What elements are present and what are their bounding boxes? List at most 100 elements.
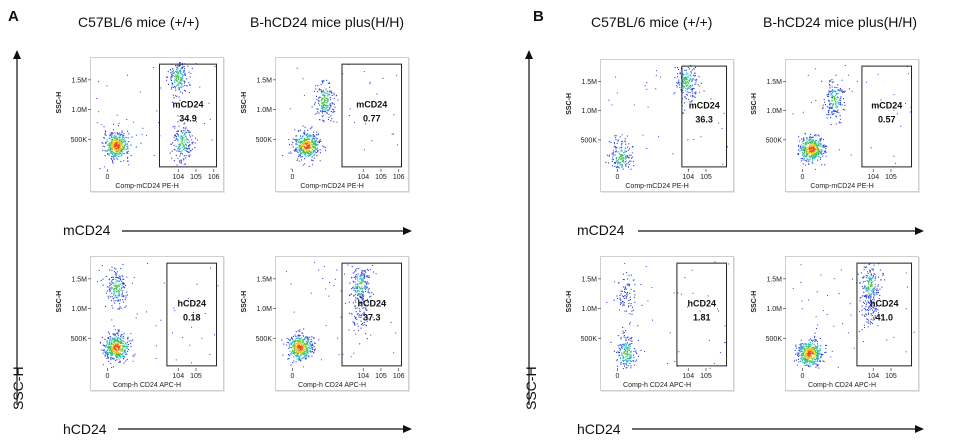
event-point [308,144,310,146]
event-point [294,355,296,357]
event-point [373,271,375,273]
event-point [819,143,821,145]
event-point [876,293,878,295]
event-point [308,134,310,136]
event-point [353,276,355,278]
event-point [622,352,624,354]
event-point [691,88,693,90]
event-point [322,97,324,99]
event-point [798,353,800,355]
event-point [112,157,114,159]
event-point [872,289,874,291]
event-point [623,286,625,288]
event-point [316,131,318,133]
event-point [814,345,816,347]
col-title-a-hcd24: B-hCD24 mice plus(H/H) [250,14,405,30]
event-point [803,139,805,141]
event-point [714,261,716,263]
event-point [863,266,865,268]
event-point [359,275,361,277]
event-point [803,348,805,350]
event-point [809,345,811,347]
event-point [366,283,368,285]
event-point [324,101,326,103]
event-point [303,148,305,150]
event-point [122,278,124,280]
event-point [299,356,301,358]
event-point [621,160,623,162]
event-point [875,292,877,294]
event-point [800,344,802,346]
event-point [358,330,360,332]
event-point [113,341,115,343]
event-point [619,297,621,299]
event-point [640,284,642,285]
event-point [645,266,647,268]
event-point [321,112,323,114]
event-point [684,69,686,71]
event-point [111,139,113,141]
event-point [865,266,867,268]
event-point [119,140,121,142]
event-point [836,98,838,100]
event-point [872,305,874,307]
event-point [321,110,323,112]
event-point [688,85,690,87]
x-tick-label: 104 [357,174,369,181]
event-point [690,74,692,76]
event-point [827,111,829,113]
event-point [318,269,320,271]
event-point [804,147,806,149]
event-point [324,100,326,102]
event-point [836,96,838,98]
event-point [304,151,306,153]
event-point [617,151,619,153]
event-point [879,269,881,271]
gate-percentage: 0.57 [878,114,896,124]
event-point [114,336,116,338]
event-point [886,339,888,341]
event-point [300,147,302,149]
event-point [358,294,360,296]
event-point [182,146,184,148]
event-point [329,97,331,99]
event-point [295,352,297,354]
plot-b-hcd24-hh: hCD24 41.0 500K 1.0M 1.5M SSC-H 0 104 105 Comp-h … [751,256,919,391]
event-point [122,358,124,360]
event-point [691,90,693,92]
event-point [807,141,809,143]
event-point [114,267,116,269]
event-point [815,147,817,149]
event-point [111,287,113,289]
event-point [625,367,627,369]
event-point [113,346,115,348]
event-point [838,122,840,124]
event-point [618,167,620,169]
event-point [146,135,148,137]
event-point [827,110,829,112]
event-point [861,314,863,316]
event-point [820,152,822,154]
event-point [832,96,833,98]
event-point [804,164,806,166]
panel-letter-a: A [8,8,19,25]
event-point [307,336,309,338]
event-point [833,113,835,115]
event-point [114,292,116,294]
event-point [109,148,111,150]
event-point [617,140,619,142]
event-point [347,264,349,266]
event-point [870,279,872,281]
event-point [122,290,124,292]
event-point [821,145,823,147]
event-point [114,143,116,145]
event-point [299,359,301,361]
event-point [686,78,688,80]
event-point [867,291,869,293]
event-point [361,296,363,298]
event-point [802,154,804,156]
event-point [120,147,122,149]
event-point [868,292,870,294]
event-point [361,288,363,290]
